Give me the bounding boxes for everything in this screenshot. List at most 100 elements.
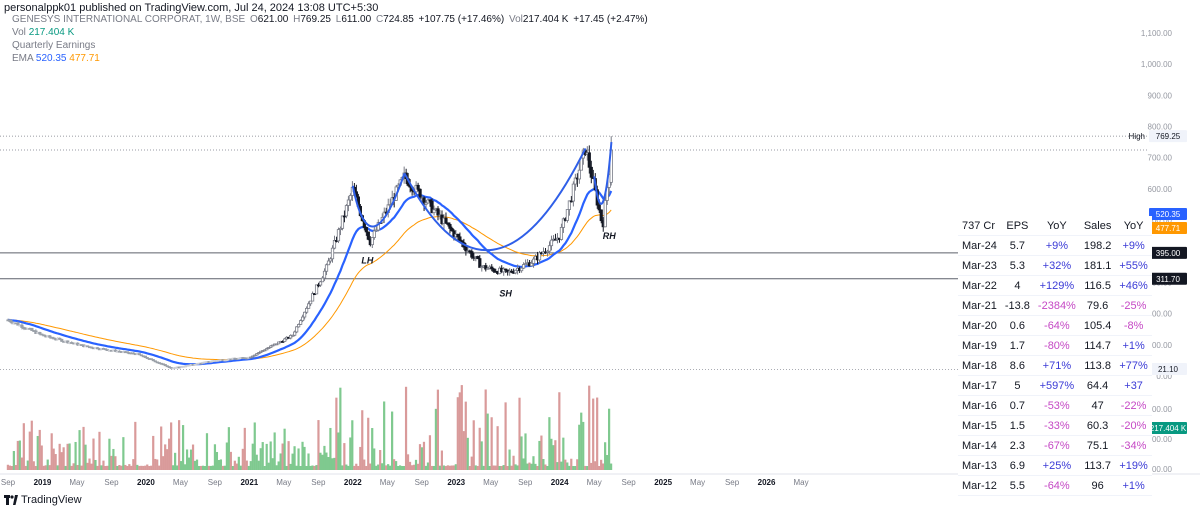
candle — [573, 173, 577, 191]
candle-body — [332, 240, 337, 249]
earnings-eps: 0.6 — [1000, 315, 1034, 336]
volume-bar — [193, 460, 197, 470]
volume-bar — [295, 465, 298, 470]
volume-bar — [90, 463, 93, 470]
candle-body — [559, 226, 564, 240]
earnings-eps: 1.5 — [1000, 415, 1034, 436]
legend-volume-row: Vol 217.404 K — [12, 26, 648, 39]
volume-bar — [432, 465, 436, 470]
cup-handle-pattern: LH SH RH — [351, 142, 616, 298]
earnings-row: Mar-17 5 +597% 64.4 +37 — [958, 375, 1152, 396]
earnings-row: Mar-15 1.5 -33% 60.3 -20% — [958, 415, 1152, 436]
legend-low-label: L — [335, 14, 342, 25]
candle — [328, 257, 333, 264]
volume-bar — [430, 465, 434, 470]
earnings-sales-yoy: +77% — [1115, 355, 1152, 376]
candle-body — [567, 200, 571, 210]
volume-bar — [510, 465, 513, 470]
candle — [139, 354, 143, 357]
price-axis: 1,100.00 1,000.00 900.00 800.00 700.00 600.00… — [1129, 29, 1187, 474]
volume-bar — [110, 455, 113, 470]
volume-bar — [377, 464, 380, 470]
candle-body — [478, 258, 482, 268]
volume-bar — [219, 459, 223, 470]
legend-high: 769.25 — [300, 14, 331, 25]
volume-bar — [385, 465, 388, 470]
candle-body — [374, 229, 378, 232]
volume-bar — [353, 465, 356, 470]
candle-body — [267, 347, 271, 349]
volume-bar — [343, 443, 346, 470]
candle — [510, 268, 514, 274]
candle — [60, 338, 64, 342]
volume-bar — [337, 432, 340, 470]
time-tick-label: May — [587, 478, 602, 487]
candle — [318, 280, 323, 287]
volume-bar — [118, 465, 121, 470]
volume-bar — [367, 417, 370, 470]
candle — [444, 212, 448, 224]
candle-body — [10, 321, 14, 324]
candle — [587, 145, 591, 174]
volume-bar — [285, 465, 288, 470]
candle-body — [599, 209, 603, 222]
earnings-period: Mar-24 — [958, 235, 1001, 256]
volume-bar — [181, 425, 185, 470]
volume-bar — [203, 465, 207, 470]
volume-bar — [313, 465, 316, 470]
volume-bar — [32, 461, 35, 470]
left-head-curve — [351, 172, 406, 228]
volume-bar — [263, 465, 266, 470]
volume-bar — [524, 433, 527, 470]
volume-bar — [76, 465, 79, 470]
price-tick-label: 900.00 — [1148, 91, 1173, 100]
volume-bar — [146, 464, 149, 470]
volume-bar — [84, 444, 87, 470]
volume-bar — [592, 398, 595, 470]
volume-bar — [142, 465, 145, 470]
volume-bar — [470, 456, 473, 470]
earnings-period: Mar-14 — [958, 435, 1001, 456]
candle-body — [58, 337, 62, 340]
volume-bar — [251, 443, 254, 470]
candle — [370, 237, 374, 248]
earnings-eps-yoy: -67% — [1033, 435, 1080, 456]
volume-bar — [269, 441, 272, 470]
candle — [255, 353, 259, 356]
volume-bar — [277, 461, 280, 470]
earnings-row: Mar-13 6.9 +25% 113.7 +19% — [958, 455, 1152, 476]
candle-body — [514, 269, 518, 274]
candle — [253, 354, 257, 357]
volume-bar — [478, 427, 481, 470]
candle-body — [307, 303, 311, 309]
earnings-eps: 5.3 — [1000, 255, 1034, 276]
volume-bar — [349, 437, 352, 470]
candle — [20, 323, 24, 330]
candle-body — [470, 251, 474, 258]
candle-body — [38, 331, 42, 335]
volume-bar — [580, 412, 583, 470]
volume-bar — [389, 465, 392, 470]
volume-bar — [66, 443, 69, 470]
volume-bar — [550, 438, 553, 470]
candle — [330, 245, 335, 263]
candle — [151, 359, 155, 362]
volume-bar — [442, 465, 445, 470]
candle-body — [293, 331, 297, 336]
volume-bar — [428, 435, 432, 470]
earnings-eps-yoy: +32% — [1033, 255, 1080, 276]
volume-bar — [564, 459, 567, 470]
volume-bar — [158, 465, 161, 470]
volume-bar — [48, 465, 51, 470]
volume-bar — [402, 465, 406, 470]
candle — [448, 222, 452, 234]
volume-bar — [590, 462, 593, 470]
candle — [293, 330, 297, 337]
candle — [76, 342, 80, 346]
candle-body — [452, 230, 456, 238]
candle — [52, 336, 56, 340]
price-badge-box — [1149, 130, 1187, 143]
candle-body — [308, 300, 313, 305]
volume-bar — [404, 386, 408, 470]
